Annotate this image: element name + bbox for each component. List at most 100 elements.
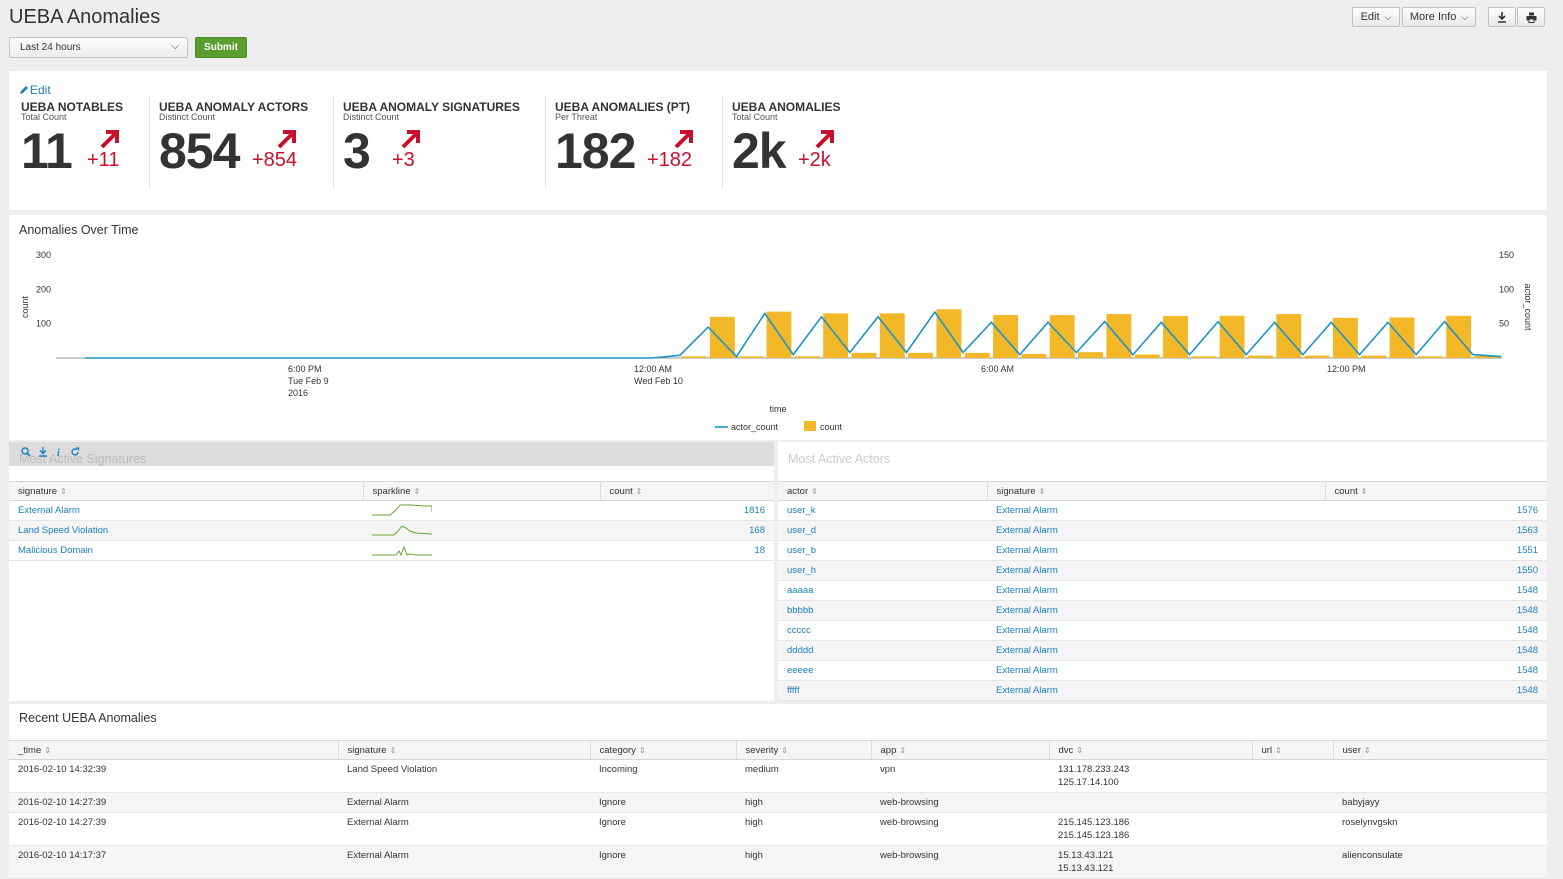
col-header-actor[interactable]: actor ⇕	[778, 481, 988, 501]
print-button[interactable]	[1517, 7, 1545, 27]
signature-cell[interactable]: External Alarm	[987, 660, 1325, 681]
table-row[interactable]: 2016-02-10 14:27:39 External Alarm Ignore h…	[9, 812, 1547, 846]
count-cell[interactable]: 1548	[1325, 620, 1547, 641]
y-tick-label: 100	[36, 319, 51, 329]
edit-link[interactable]: Edit	[19, 83, 51, 97]
signature-cell[interactable]: External Alarm	[987, 580, 1325, 601]
col-header-category[interactable]: category ⇕	[590, 740, 737, 760]
count-cell[interactable]: 1576	[1325, 500, 1547, 521]
signature-cell: Land Speed Violation	[338, 759, 590, 793]
col-header-url[interactable]: url ⇕	[1252, 740, 1334, 760]
table-row[interactable]: bbbbb External Alarm 1548	[778, 600, 1547, 621]
actor-cell[interactable]: user_h	[778, 560, 987, 581]
count-cell[interactable]: 1548	[1325, 680, 1547, 701]
actor-cell[interactable]: user_d	[778, 520, 987, 541]
time-range-picker[interactable]: Last 24 hours ⌵	[9, 37, 188, 58]
table-row[interactable]: aaaaa External Alarm 1548	[778, 580, 1547, 601]
col-label: signature	[18, 485, 58, 497]
col-header-signature[interactable]: signature ⇕	[987, 481, 1326, 501]
count-cell[interactable]: 1551	[1325, 540, 1547, 561]
anomalies-over-time-chart: 100 200 300 50 100 150 count actor_count 6:00 PM…	[20, 250, 1533, 432]
count-cell[interactable]: 18	[600, 540, 774, 561]
url-cell	[1252, 792, 1333, 813]
col-label: signature	[347, 744, 387, 756]
actor-cell[interactable]: aaaaa	[778, 580, 987, 601]
count-cell[interactable]: 1548	[1325, 660, 1547, 681]
edit-button[interactable]: Edit ⌵	[1352, 7, 1400, 27]
count-cell[interactable]: 168	[600, 520, 774, 541]
table-row[interactable]: ccccc External Alarm 1548	[778, 620, 1547, 641]
table-row[interactable]: user_d External Alarm 1563	[778, 520, 1547, 541]
actor-cell[interactable]: user_k	[778, 500, 987, 521]
bar	[1247, 355, 1273, 358]
col-header-count[interactable]: count ⇕	[1325, 481, 1547, 501]
table-row[interactable]: 2016-02-10 14:27:39 External Alarm Ignore h…	[9, 792, 1547, 813]
more-info-button[interactable]: More Info ⌵	[1402, 7, 1476, 27]
table-row[interactable]: user_k External Alarm 1576	[778, 500, 1547, 521]
count-cell[interactable]: 1816	[600, 500, 774, 521]
info-icon[interactable]: i	[55, 447, 63, 457]
actors-table: actor ⇕ signature ⇕ count ⇕ user_k External …	[778, 481, 1547, 701]
col-header-signature[interactable]: signature ⇕	[338, 740, 591, 760]
signature-cell[interactable]: External Alarm	[987, 620, 1325, 641]
table-row[interactable]: eeeee External Alarm 1548	[778, 660, 1547, 681]
signature-cell[interactable]: External Alarm	[987, 600, 1325, 621]
table-row[interactable]: fffff External Alarm 1548	[778, 680, 1547, 701]
actor-cell[interactable]: fffff	[778, 680, 987, 701]
refresh-icon[interactable]	[70, 447, 80, 457]
table-row[interactable]: user_b External Alarm 1551	[778, 540, 1547, 561]
count-cell[interactable]: 1548	[1325, 580, 1547, 601]
signature-cell[interactable]: External Alarm	[987, 560, 1325, 581]
signature-cell[interactable]: External Alarm	[9, 500, 363, 521]
signature-cell[interactable]: External Alarm	[987, 640, 1325, 661]
x-axis-label: time	[769, 404, 786, 414]
actor-cell[interactable]: user_b	[778, 540, 987, 561]
single-delta: +854	[252, 149, 298, 171]
time-cell: 2016-02-10 14:32:39	[9, 759, 338, 793]
url-cell	[1252, 812, 1333, 846]
table-row[interactable]: External Alarm 1816	[9, 500, 774, 521]
search-icon[interactable]	[21, 447, 31, 457]
actor-cell[interactable]: bbbbb	[778, 600, 987, 621]
count-cell[interactable]: 1563	[1325, 520, 1547, 541]
signature-cell[interactable]: External Alarm	[987, 520, 1325, 541]
signature-cell[interactable]: Malicious Domain	[9, 540, 363, 561]
signature-cell[interactable]: External Alarm	[987, 500, 1325, 521]
col-header-sparkline[interactable]: sparkline ⇕	[363, 481, 601, 501]
single-title: UEBA ANOMALY ACTORS	[159, 100, 309, 114]
table-row[interactable]: ddddd External Alarm 1548	[778, 640, 1547, 661]
col-header-app[interactable]: app ⇕	[871, 740, 1050, 760]
table-row[interactable]: Land Speed Violation 168	[9, 520, 774, 541]
col-header-count[interactable]: count ⇕	[600, 481, 774, 501]
actor-cell[interactable]: ddddd	[778, 640, 987, 661]
severity-cell: high	[736, 845, 871, 879]
col-header-time[interactable]: _time ⇕	[9, 740, 339, 760]
download-icon[interactable]	[38, 447, 48, 457]
actor-cell[interactable]: ccccc	[778, 620, 987, 641]
col-header-severity[interactable]: severity ⇕	[736, 740, 872, 760]
count-cell[interactable]: 1548	[1325, 600, 1547, 621]
table-row[interactable]: 2016-02-10 14:17:37 External Alarm Ignore h…	[9, 845, 1547, 879]
y-right-tick-label: 150	[1499, 250, 1514, 260]
actor-cell[interactable]: eeeee	[778, 660, 987, 681]
sort-icon: ⇕	[60, 486, 67, 496]
single-value-0: UEBA NOTABLES Total Count 11 +11	[21, 96, 150, 188]
app-cell: web-browsing	[871, 812, 1049, 846]
table-row[interactable]: user_h External Alarm 1550	[778, 560, 1547, 581]
anomalies-chart-panel: Anomalies Over Time 100 200 300 50 100 150 cou…	[9, 215, 1547, 440]
signature-cell[interactable]: External Alarm	[987, 680, 1325, 701]
count-cell[interactable]: 1550	[1325, 560, 1547, 581]
signature-cell[interactable]: Land Speed Violation	[9, 520, 363, 541]
sparkline	[363, 540, 600, 561]
col-header-dvc[interactable]: dvc ⇕	[1049, 740, 1253, 760]
table-row[interactable]: Malicious Domain 18	[9, 540, 774, 561]
signature-cell[interactable]: External Alarm	[987, 540, 1325, 561]
col-header-user[interactable]: user ⇕	[1333, 740, 1547, 760]
dvc-line: 131.178.233.243	[1058, 764, 1130, 775]
col-header-signature[interactable]: signature ⇕	[9, 481, 364, 501]
table-row[interactable]: 2016-02-10 14:32:39 Land Speed Violation I…	[9, 759, 1547, 793]
submit-button[interactable]: Submit	[195, 37, 247, 58]
export-button[interactable]	[1488, 7, 1516, 27]
pencil-icon	[20, 85, 28, 94]
count-cell[interactable]: 1548	[1325, 640, 1547, 661]
